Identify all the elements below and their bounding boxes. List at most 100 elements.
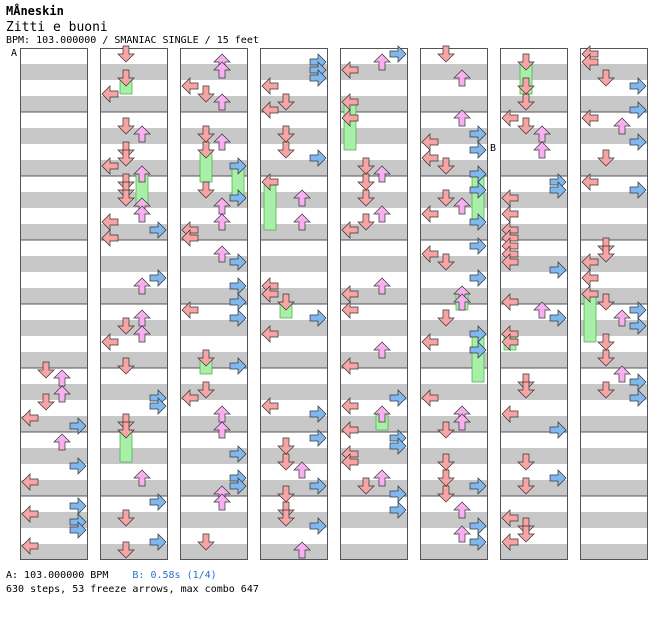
step-arrow	[341, 357, 359, 375]
step-arrow	[341, 93, 359, 111]
step-arrow	[341, 221, 359, 239]
step-arrow	[357, 477, 375, 495]
step-arrow	[389, 45, 407, 63]
step-arrow	[629, 133, 647, 151]
footer-stats: 630 steps, 53 freeze arrows, max combo 6…	[6, 584, 259, 595]
step-arrow	[117, 149, 135, 167]
step-arrow	[181, 301, 199, 319]
bpm-b-label: B: 0.58s (1/4)	[132, 570, 217, 581]
step-arrow	[597, 149, 615, 167]
step-arrow	[149, 269, 167, 287]
step-arrow	[229, 477, 247, 495]
chart-column	[180, 48, 248, 560]
step-arrow	[613, 117, 631, 135]
step-arrow	[357, 213, 375, 231]
step-arrow	[437, 45, 455, 63]
step-arrow	[181, 77, 199, 95]
step-arrow	[501, 293, 519, 311]
chart-column	[100, 45, 168, 560]
step-arrow	[549, 469, 567, 487]
step-arrow	[261, 77, 279, 95]
step-arrow	[117, 357, 135, 375]
step-arrow	[133, 325, 151, 343]
step-arrow	[117, 69, 135, 87]
step-arrow	[373, 277, 391, 295]
step-arrow	[101, 213, 119, 231]
step-arrow	[501, 109, 519, 127]
step-arrow	[357, 173, 375, 191]
song-title: Zitti e buoni	[6, 20, 108, 35]
bpm-a-label: A: 103.000000 BPM	[6, 570, 109, 581]
step-arrow	[117, 189, 135, 207]
step-arrow	[277, 141, 295, 159]
step-arrow	[197, 85, 215, 103]
step-arrow	[69, 521, 87, 539]
step-arrow	[21, 473, 39, 491]
step-arrow	[229, 277, 247, 295]
step-arrow	[437, 189, 455, 207]
step-arrow	[629, 301, 647, 319]
step-arrow	[197, 141, 215, 159]
step-arrow	[581, 285, 599, 303]
step-arrow	[133, 277, 151, 295]
step-arrow	[309, 69, 327, 87]
step-arrow	[629, 389, 647, 407]
step-arrow	[629, 101, 647, 119]
step-arrow	[261, 285, 279, 303]
step-arrow	[533, 141, 551, 159]
step-arrow	[597, 245, 615, 263]
step-arrow	[501, 253, 519, 271]
step-arrow	[469, 269, 487, 287]
step-arrow	[549, 309, 567, 327]
step-arrow	[469, 125, 487, 143]
step-arrow	[453, 197, 471, 215]
step-arrow	[437, 469, 455, 487]
step-arrow	[469, 325, 487, 343]
step-arrow	[133, 205, 151, 223]
step-arrow	[453, 525, 471, 543]
step-arrow	[437, 485, 455, 503]
step-arrow	[309, 149, 327, 167]
chart-column	[20, 48, 88, 560]
step-arrow	[213, 421, 231, 439]
step-arrow	[181, 389, 199, 407]
chart-column	[580, 45, 648, 560]
step-arrow	[469, 165, 487, 183]
step-arrow	[613, 309, 631, 327]
step-arrow	[517, 525, 535, 543]
step-arrow	[517, 477, 535, 495]
step-arrow	[101, 333, 119, 351]
step-arrow	[453, 413, 471, 431]
step-arrow	[213, 493, 231, 511]
step-arrow	[117, 509, 135, 527]
bpm-marker-a: A	[11, 48, 18, 59]
step-arrow	[597, 349, 615, 367]
step-arrow	[421, 245, 439, 263]
step-arrow	[117, 45, 135, 63]
step-arrow	[117, 117, 135, 135]
step-arrow	[421, 205, 439, 223]
step-arrow	[213, 93, 231, 111]
step-arrow	[21, 409, 39, 427]
step-arrow	[517, 453, 535, 471]
step-arrow	[133, 165, 151, 183]
step-arrow	[261, 397, 279, 415]
step-arrow	[229, 309, 247, 327]
step-arrow	[597, 333, 615, 351]
step-arrow	[261, 173, 279, 191]
step-arrow	[341, 421, 359, 439]
step-arrow	[421, 333, 439, 351]
step-arrow	[597, 293, 615, 311]
step-arrow	[389, 437, 407, 455]
step-arrow	[453, 109, 471, 127]
step-arrow	[501, 405, 519, 423]
step-arrow	[69, 497, 87, 515]
step-arrow	[293, 461, 311, 479]
step-arrow	[341, 301, 359, 319]
step-arrow	[389, 501, 407, 519]
step-arrow	[261, 101, 279, 119]
chart-column	[420, 45, 488, 560]
step-arrow	[357, 189, 375, 207]
step-arrow	[501, 205, 519, 223]
